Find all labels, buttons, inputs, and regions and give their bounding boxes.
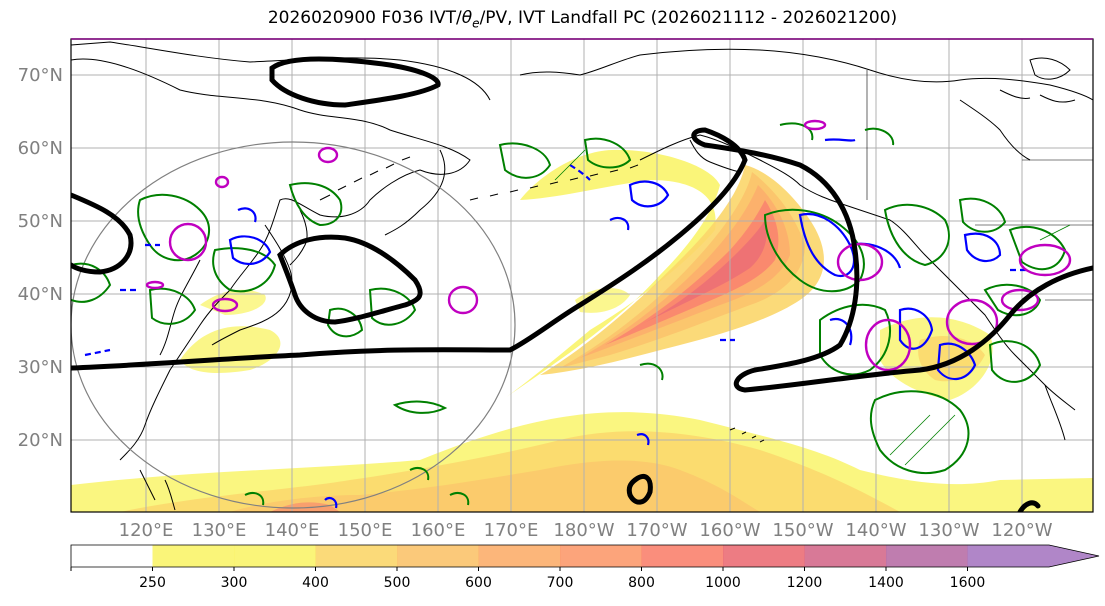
lat-label: 60°N — [18, 138, 63, 159]
colorbar-tick-label: 500 — [384, 575, 411, 591]
lon-label: 160°W — [699, 520, 760, 541]
lon-label: 170°E — [484, 520, 539, 541]
longitude-labels: 120°E 130°E 140°E 150°E 160°E 170°E 180°… — [119, 520, 1053, 541]
colorbar-swatch — [315, 545, 398, 567]
range-circle — [71, 141, 516, 509]
coastlines — [71, 41, 1093, 511]
colorbar-swatch — [478, 545, 561, 567]
colorbar-tick-label: 1400 — [868, 575, 904, 591]
hatch-lines — [554, 149, 1071, 466]
colorbar-tick-label: 1600 — [950, 575, 986, 591]
latitude-labels: 70°N 60°N 50°N 40°N 30°N 20°N — [18, 65, 63, 451]
lon-label: 130°W — [918, 520, 979, 541]
lon-label: 170°W — [626, 520, 687, 541]
colorbar-swatch — [560, 545, 642, 567]
colorbar-tick-label: 700 — [547, 575, 574, 591]
colorbar-swatch — [723, 545, 805, 567]
colorbar-tick-label: 300 — [221, 575, 248, 591]
colorbar-swatch — [152, 545, 235, 567]
black-contours — [71, 56, 1093, 512]
lon-label: 140°E — [265, 520, 320, 541]
colorbar-swatch — [234, 545, 316, 567]
lat-label: 70°N — [18, 65, 63, 86]
colorbar-tick-label: 1000 — [705, 575, 741, 591]
lon-label: 120°E — [119, 520, 174, 541]
lon-label: 120°W — [991, 520, 1052, 541]
lon-label: 140°W — [845, 520, 906, 541]
colorbar-swatch — [886, 545, 968, 567]
colorbar-swatch — [71, 545, 153, 567]
lat-label: 50°N — [18, 211, 63, 232]
figure-title: 2026020900 F036 IVT/θe/PV, IVT Landfall … — [267, 8, 898, 31]
colorbar-swatch — [641, 545, 724, 567]
colorbar-tick-label: 400 — [302, 575, 329, 591]
lat-label: 20°N — [18, 430, 63, 451]
colorbar-swatch — [967, 545, 1099, 567]
lon-label: 130°E — [192, 520, 247, 541]
colorbar-tick-label: 600 — [465, 575, 492, 591]
lon-label: 180°W — [553, 520, 614, 541]
colorbar-outline — [70, 544, 1100, 568]
lon-label: 150°E — [338, 520, 393, 541]
colorbar-swatch — [397, 545, 479, 567]
magenta-contours — [145, 119, 1072, 372]
lat-label: 30°N — [18, 357, 63, 378]
graticule — [71, 39, 1093, 512]
colorbar-tick-label: 800 — [628, 575, 655, 591]
lon-label: 150°W — [772, 520, 833, 541]
lat-label: 40°N — [18, 284, 63, 305]
colorbar-tick-label: 250 — [139, 575, 166, 591]
colorbar: 250 300 400 500 600 700 800 1000 1200 1400 1600 — [70, 544, 1100, 591]
lon-label: 160°E — [411, 520, 466, 541]
colorbar-tick-label: 1200 — [787, 575, 823, 591]
colorbar-swatch — [804, 545, 887, 567]
